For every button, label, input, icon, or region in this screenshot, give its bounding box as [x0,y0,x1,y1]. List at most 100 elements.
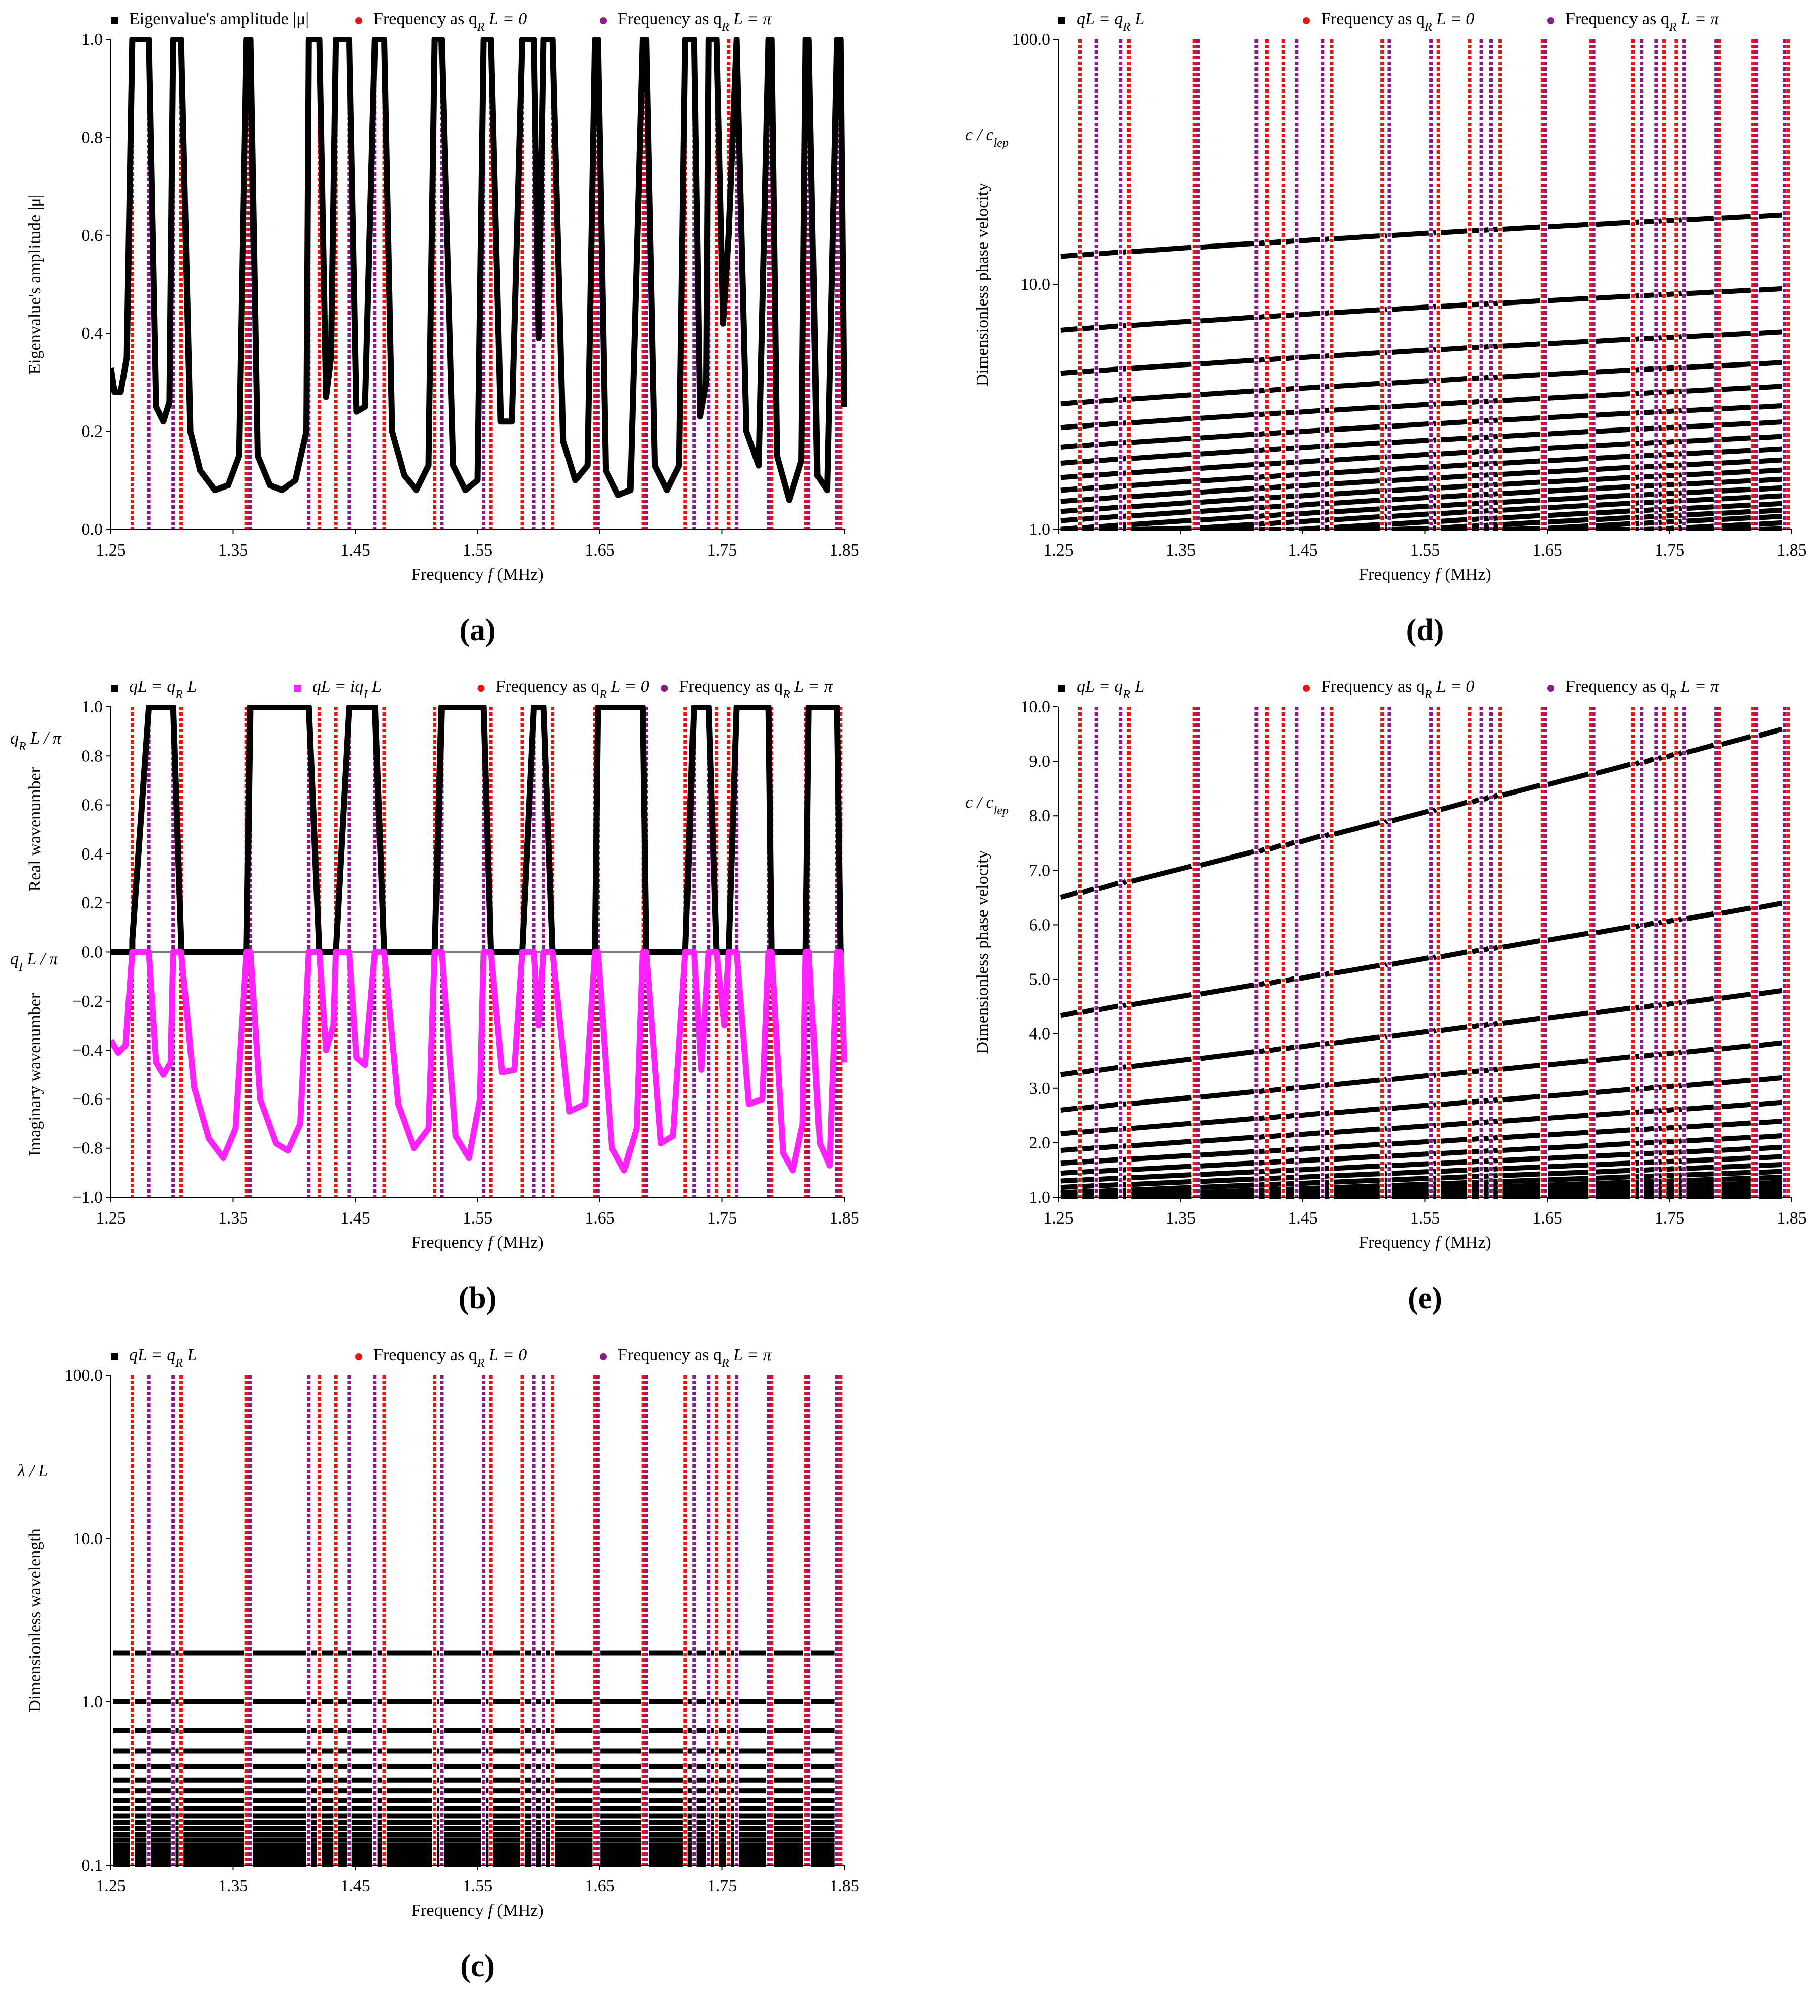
x-tick-label: 1.35 [1166,1209,1196,1228]
band-segment [1391,347,1429,355]
band-segment [1493,1148,1498,1153]
band-segment [1384,1077,1388,1083]
band-segment [1686,1122,1714,1130]
y-tick-label: 0.4 [82,845,103,864]
legend-label: Frequency as qR L = 0 [373,10,527,34]
band-segment [1082,399,1094,405]
y-axis-title-upper: Real wavenumber [26,767,44,891]
band-segment [1392,1203,1429,1204]
band-segment [1493,507,1498,513]
band-segment [1644,463,1654,470]
band-segment [1721,214,1751,221]
band-segment [1440,493,1468,500]
band-segment [1472,473,1479,479]
band-segment [1285,493,1295,500]
band-segment [1644,425,1654,432]
band-segment [1200,1182,1254,1190]
x-tick-label: 1.85 [829,1877,859,1896]
band-segment [1440,1137,1468,1144]
band-segment [1285,1195,1295,1199]
band-segment [1686,332,1714,339]
band-segment [1721,1181,1751,1187]
band-segment [1324,1130,1330,1136]
band-segment [1082,1221,1094,1222]
band-segment [1502,1194,1540,1199]
band-segment [1433,421,1437,426]
legend-marker [661,685,668,692]
upper-inner-label: qR L / π [10,729,62,753]
x-tick-label: 1.75 [1655,1209,1685,1228]
band-segment [1547,517,1589,525]
band-segment [1269,1159,1281,1165]
y-tick-label: 1.0 [82,1693,103,1712]
band-segment [1493,472,1498,477]
band-segment [1298,972,1321,982]
band-segment [1060,1177,1078,1184]
band-segment [1200,1176,1254,1184]
band-segment [1440,450,1468,457]
band-segment [1686,1165,1714,1171]
x-tick-label: 1.55 [1410,1209,1440,1228]
legend-marker [355,1353,362,1360]
band-segment [1299,1042,1321,1050]
band-segment [1098,1196,1118,1199]
band-segment [1596,220,1631,227]
band-segment [1099,1227,1118,1228]
band-segment [1548,1202,1588,1203]
band-segment [1502,1164,1540,1172]
band-segment [1259,1201,1265,1202]
band-segment [1334,1213,1380,1214]
band-segment [1334,454,1380,463]
band-segment [1502,224,1540,232]
band-segment [1269,1213,1281,1214]
band-segment [1440,1099,1468,1107]
band-segment [1759,1206,1782,1207]
band-segment [1384,467,1388,472]
x-tick-label: 1.45 [340,541,370,560]
band-segment [1472,1098,1479,1105]
band-segment [1433,1151,1437,1156]
band-segment [1502,1116,1540,1124]
band-segment [1098,880,1119,891]
band-segment [1060,1198,1078,1199]
band-segment [1200,1089,1254,1100]
y-tick-label: 100.0 [65,1366,103,1385]
band-segment [1666,462,1674,469]
band-segment [1722,221,1751,236]
y-tick-label: 9.0 [1029,752,1051,771]
band-segment [1299,517,1321,524]
band-segment [1493,1097,1498,1103]
band-segment [1636,273,1639,277]
band-segment [1596,1141,1631,1148]
band-segment [1502,505,1540,513]
band-segment [1082,1177,1094,1183]
band-segment [1721,287,1751,295]
band-segment [1285,386,1295,392]
band-segment [1635,391,1640,396]
band-segment [1131,1190,1192,1197]
band-segment [1082,1158,1094,1165]
band-segment [1547,1169,1589,1177]
band-segment [1269,978,1282,986]
band-segment [1759,520,1782,527]
y-tick-label: 6.0 [1029,915,1051,934]
band-segment [1325,407,1330,413]
band-segment [1098,1182,1119,1189]
band-segment [1269,1046,1282,1053]
band-segment [1759,476,1782,483]
x-tick-label: 1.65 [1532,541,1562,560]
chart-panel-b: −1.0 −0.8 −0.6 −0.4 −0.2 0.0 0.2 0.4 0.6 0.8 1.0 1.… [10,677,859,1315]
band-segment [1334,1207,1380,1208]
legend-marker [477,685,485,692]
y-axis-title-lower: Imaginary wavenumber [26,993,44,1156]
band-segment [1721,331,1751,338]
band-segment [1483,946,1490,953]
band-segment [1759,1174,1782,1181]
band-segment [1679,253,1682,257]
band-segment [1493,1119,1498,1125]
band-segment [1200,1196,1254,1199]
band-segment [1502,341,1540,349]
band-segment [1440,501,1468,508]
band-segment [1082,1206,1094,1207]
band-segment [1644,1173,1654,1179]
